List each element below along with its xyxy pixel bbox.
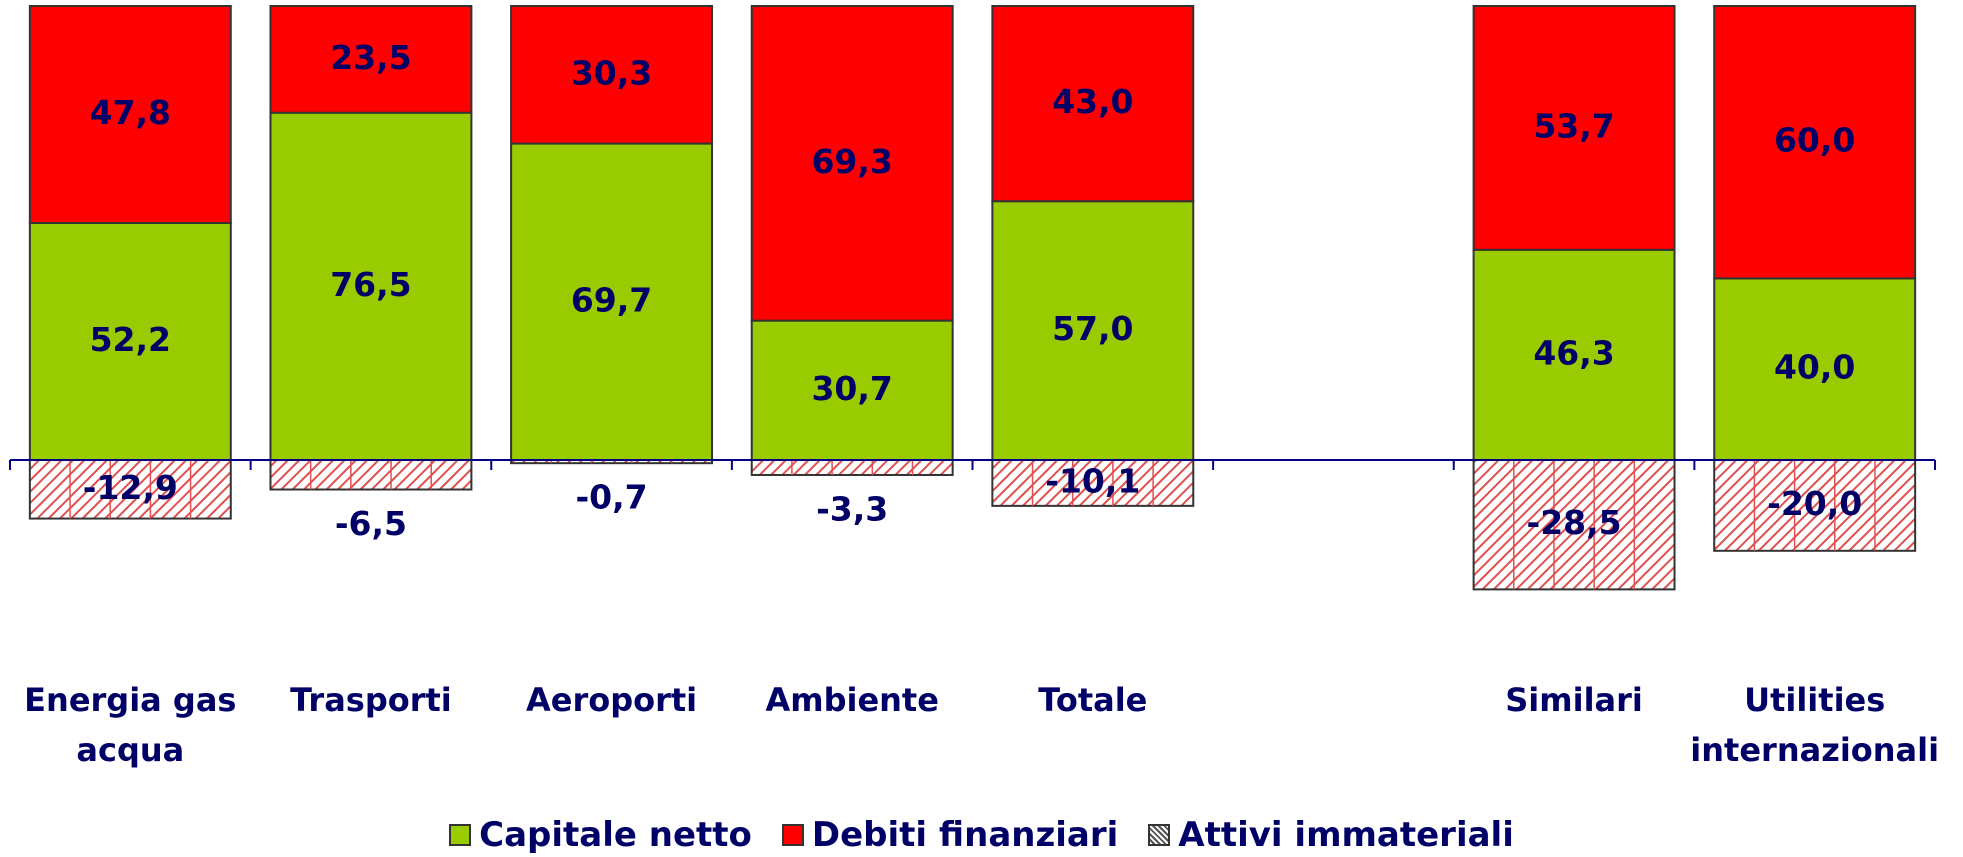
data-label: 23,5 bbox=[330, 38, 411, 77]
bar-segment bbox=[750, 5, 954, 322]
bar-segment bbox=[1472, 459, 1676, 591]
x-tick-label: Ambiente bbox=[765, 681, 939, 719]
bar-segment bbox=[1713, 459, 1917, 552]
bar-segment bbox=[750, 319, 954, 462]
legend-item: Debiti finanziari bbox=[781, 815, 1119, 855]
bar-segment bbox=[28, 222, 232, 461]
x-tick-label: Trasporti bbox=[290, 681, 452, 719]
data-label: 47,8 bbox=[90, 93, 171, 132]
bar-segment bbox=[28, 5, 232, 225]
bar-segment bbox=[991, 459, 1195, 507]
bar-segment bbox=[510, 142, 714, 461]
data-label: 57,0 bbox=[1052, 309, 1133, 348]
legend-label: Debiti finanziari bbox=[811, 815, 1119, 855]
bar-segment bbox=[269, 5, 473, 114]
legend-label: Capitale netto bbox=[479, 815, 752, 855]
legend-swatch bbox=[1148, 824, 1171, 846]
bar-segment bbox=[1472, 5, 1676, 251]
bar-segment bbox=[991, 5, 1195, 203]
data-label: -6,5 bbox=[335, 504, 407, 543]
data-label: 69,7 bbox=[571, 280, 652, 319]
data-label: -12,9 bbox=[83, 468, 178, 507]
data-label: 46,3 bbox=[1533, 333, 1614, 372]
legend-swatch bbox=[781, 824, 804, 846]
legend-item: Attivi immateriali bbox=[1148, 815, 1514, 855]
data-label: 60,0 bbox=[1774, 121, 1855, 160]
bar-segment bbox=[750, 459, 954, 476]
data-label: 76,5 bbox=[330, 265, 411, 304]
legend-swatch bbox=[449, 824, 472, 846]
legend: Capitale netto Debiti finanziari Attivi im… bbox=[0, 815, 1963, 855]
data-label: -0,7 bbox=[575, 478, 647, 517]
chart: 52,2 47,8 -12,9 76,5 23,5 -6,5 69,7 30,3 -0,7 30,… bbox=[9, 5, 1936, 591]
bar-segment bbox=[269, 459, 473, 491]
data-label: -28,5 bbox=[1527, 503, 1622, 542]
bar-segment bbox=[1472, 248, 1676, 461]
data-label: 53,7 bbox=[1533, 106, 1614, 145]
bar-segment bbox=[28, 459, 232, 520]
legend-item: Capitale netto bbox=[449, 815, 752, 855]
data-label: -20,0 bbox=[1767, 484, 1862, 523]
data-label: 43,0 bbox=[1052, 82, 1133, 121]
data-label: -3,3 bbox=[816, 489, 888, 528]
legend-label: Attivi immateriali bbox=[1178, 815, 1514, 855]
bar-segment bbox=[1713, 277, 1917, 461]
data-label: 52,2 bbox=[90, 320, 171, 359]
data-label: 30,7 bbox=[811, 369, 892, 408]
data-label: 40,0 bbox=[1774, 348, 1855, 387]
data-label: 30,3 bbox=[571, 53, 652, 92]
data-label: -10,1 bbox=[1045, 461, 1140, 500]
x-tick-label: Totale bbox=[1038, 681, 1148, 719]
x-tick-label: Utilities internazionali bbox=[1690, 681, 1940, 769]
x-tick-label: Similari bbox=[1505, 681, 1643, 719]
bar-segment bbox=[1713, 5, 1917, 280]
x-tick-label: Aeroporti bbox=[525, 681, 698, 719]
bar-segment bbox=[510, 5, 714, 145]
x-tick-label: Energia gas acqua bbox=[24, 681, 237, 769]
data-label: 69,3 bbox=[811, 142, 892, 181]
bar-segment bbox=[991, 200, 1195, 461]
